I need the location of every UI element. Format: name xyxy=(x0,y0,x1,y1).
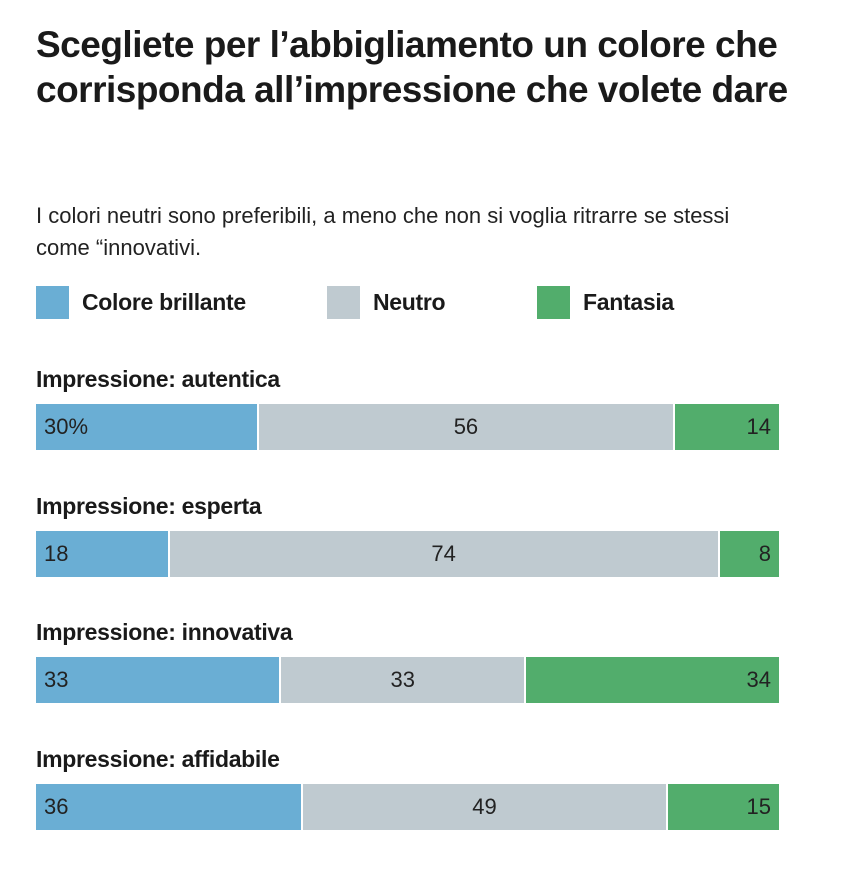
data-label: 56 xyxy=(453,414,479,439)
row-label: Impressione: autentica xyxy=(36,366,280,392)
data-label: 30% xyxy=(44,414,89,439)
legend-label: Fantasia xyxy=(583,289,674,315)
stacked-bar: 30% 56 14 xyxy=(36,404,779,450)
data-label: 34 xyxy=(746,667,771,692)
stacked-bar: 36 49 15 xyxy=(36,784,779,830)
data-label: 15 xyxy=(746,794,771,819)
legend-item-colore-brillante: Colore brillante xyxy=(36,286,246,319)
row-label: Impressione: esperta xyxy=(36,493,262,519)
bar-segment-colore-brillante: 30% xyxy=(36,404,259,450)
chart-title: Scegliete per l’abbigliamento un colore … xyxy=(36,24,788,110)
legend-swatch xyxy=(327,286,360,319)
bar-segment-fantasia: 14 xyxy=(674,404,779,450)
row-label: Impressione: innovativa xyxy=(36,619,293,645)
bar-segment-fantasia: 8 xyxy=(719,531,779,577)
legend-swatch xyxy=(36,286,69,319)
bar-segment-colore-brillante: 36 xyxy=(36,784,304,830)
legend-item-fantasia: Fantasia xyxy=(537,286,674,319)
bar-segment-neutro: 56 xyxy=(258,404,675,450)
legend-item-neutro: Neutro xyxy=(327,286,446,319)
bar-segment-colore-brillante: 18 xyxy=(36,531,170,577)
row-label: Impressione: affidabile xyxy=(36,746,280,772)
data-label: 33 xyxy=(390,667,416,692)
legend-label: Colore brillante xyxy=(82,289,246,315)
chart-subtitle: I colori neutri sono preferibili, a meno… xyxy=(36,203,730,260)
data-label: 33 xyxy=(44,667,69,692)
legend-label: Neutro xyxy=(373,289,446,315)
bar-segment-fantasia: 34 xyxy=(526,657,779,703)
data-label: 49 xyxy=(472,794,497,819)
bar-segment-neutro: 74 xyxy=(169,531,720,577)
stacked-bar: 18 74 8 xyxy=(36,531,779,577)
data-label: 74 xyxy=(431,541,456,566)
bar-segment-neutro: 49 xyxy=(303,784,668,830)
legend: Colore brillante Neutro Fantasia xyxy=(36,286,796,320)
bar-segment-colore-brillante: 33 xyxy=(36,657,282,703)
data-label: 18 xyxy=(44,541,69,566)
bar-segment-fantasia: 15 xyxy=(667,784,779,830)
data-label: 14 xyxy=(746,414,771,439)
legend-swatch xyxy=(537,286,570,319)
stacked-bar: 33 33 34 xyxy=(36,657,779,703)
bar-segment-neutro: 33 xyxy=(281,657,527,703)
data-label: 8 xyxy=(758,541,771,566)
data-label: 36 xyxy=(44,794,69,819)
